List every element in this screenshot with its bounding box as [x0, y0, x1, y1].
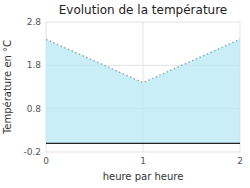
- title: Evolution de la température: [59, 3, 228, 17]
- y-axis-label: Température en °C: [2, 40, 13, 135]
- plot-area: [46, 39, 240, 143]
- line: [46, 39, 240, 82]
- chart-container: -0.2 0.8 1.8 2.8 0 1 2 Evolution de la températ…: [0, 0, 250, 188]
- area: [46, 39, 240, 143]
- y-tick-label: 2.8: [27, 17, 42, 27]
- grid: [46, 22, 240, 152]
- y-tick-label: 0.8: [27, 104, 42, 114]
- x-axis-label: heure par heure: [103, 171, 184, 182]
- x-tick-label: 1: [140, 156, 146, 166]
- chart: -0.2 0.8 1.8 2.8 0 1 2 Evolution de la températ…: [0, 0, 250, 188]
- x-tick-label: 0: [43, 156, 49, 166]
- y-tick-label: -0.2: [23, 147, 41, 157]
- x-tick-label: 2: [237, 156, 243, 166]
- y-tick-label: 1.8: [27, 60, 42, 70]
- baseline: [46, 143, 240, 144]
